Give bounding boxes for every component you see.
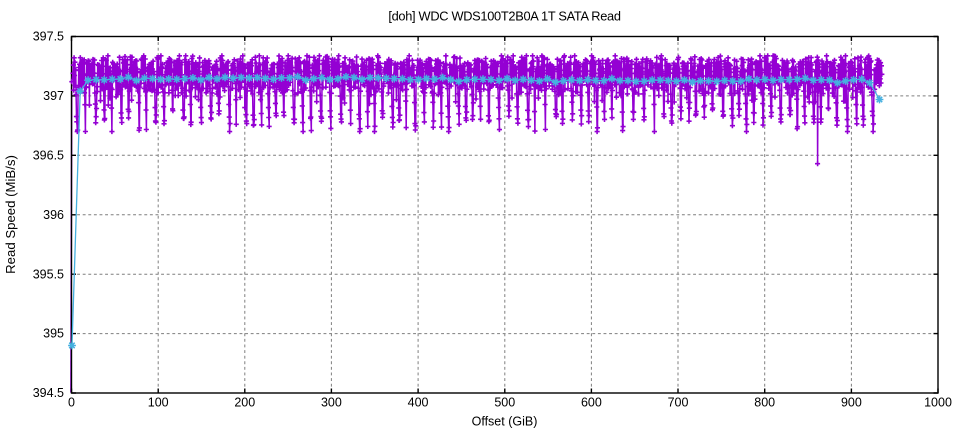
svg-text:Offset (GiB): Offset (GiB): [472, 415, 538, 429]
svg-text:396: 396: [43, 208, 64, 222]
svg-text:1000: 1000: [924, 396, 952, 410]
svg-text:Read Speed (MiB/s): Read Speed (MiB/s): [3, 155, 18, 274]
svg-text:200: 200: [234, 396, 255, 410]
svg-text:900: 900: [841, 396, 862, 410]
svg-text:0: 0: [68, 396, 75, 410]
svg-text:397: 397: [43, 89, 64, 103]
svg-text:397.5: 397.5: [33, 30, 64, 44]
svg-text:395: 395: [43, 327, 64, 341]
svg-text:300: 300: [321, 396, 342, 410]
svg-text:[doh] WDC WDS100T2B0A 1T SATA: [doh] WDC WDS100T2B0A 1T SATA Read: [388, 9, 621, 24]
svg-text:395.5: 395.5: [33, 267, 64, 281]
svg-text:600: 600: [581, 396, 602, 410]
svg-text:700: 700: [668, 396, 689, 410]
svg-text:396.5: 396.5: [33, 148, 64, 162]
svg-text:500: 500: [494, 396, 515, 410]
svg-text:100: 100: [148, 396, 169, 410]
svg-text:394.5: 394.5: [33, 386, 64, 400]
svg-text:800: 800: [754, 396, 775, 410]
svg-text:400: 400: [408, 396, 429, 410]
